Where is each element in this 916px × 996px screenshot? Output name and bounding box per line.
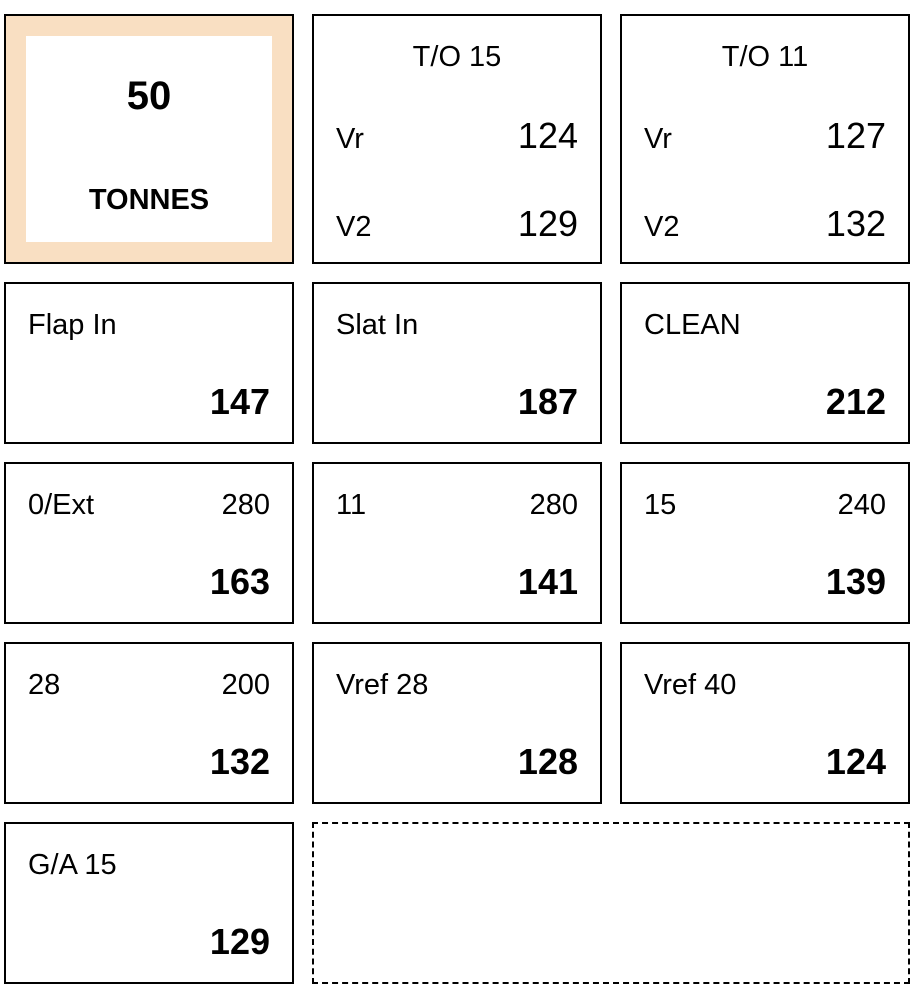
flap-11-value: 141 bbox=[517, 561, 578, 602]
vref-28-label: Vref 28 bbox=[336, 669, 429, 701]
takeoff-11-vr-value: 127 bbox=[825, 115, 886, 156]
flap-15-card: 15 240 139 bbox=[620, 462, 910, 624]
empty-card-slot bbox=[312, 822, 910, 984]
takeoff-15-card: T/O 15 Vr 124 V2 129 bbox=[312, 14, 602, 264]
weight-unit: TONNES bbox=[88, 184, 210, 216]
go-around-15-card: G/A 15 129 bbox=[4, 822, 294, 984]
vref-28-value: 128 bbox=[517, 741, 578, 782]
takeoff-15-vr-value: 124 bbox=[517, 115, 578, 156]
flap-11-label: 11 bbox=[336, 489, 367, 521]
flap-in-value: 147 bbox=[209, 381, 270, 422]
flap-in-label: Flap In bbox=[28, 309, 117, 341]
clean-value: 212 bbox=[825, 381, 886, 422]
slat-in-value: 187 bbox=[517, 381, 578, 422]
takeoff-11-vr-label: Vr bbox=[644, 123, 672, 155]
flap-in-card: Flap In 147 bbox=[4, 282, 294, 444]
takeoff-11-v2-value: 132 bbox=[825, 203, 886, 244]
flap-11-limit: 280 bbox=[529, 489, 578, 521]
takeoff-11-v2-label: V2 bbox=[644, 211, 680, 243]
flap-28-label: 28 bbox=[28, 669, 61, 701]
flap-28-limit: 200 bbox=[221, 669, 270, 701]
go-around-15-label: G/A 15 bbox=[28, 849, 117, 881]
go-around-15-value: 129 bbox=[209, 921, 270, 962]
clean-card: CLEAN 212 bbox=[620, 282, 910, 444]
flap-15-value: 139 bbox=[825, 561, 886, 602]
vref-40-value: 124 bbox=[825, 741, 886, 782]
takeoff-15-v2-value: 129 bbox=[517, 203, 578, 244]
flap-0-ext-value: 163 bbox=[209, 561, 270, 602]
flap-28-card: 28 200 132 bbox=[4, 642, 294, 804]
takeoff-15-v2-label: V2 bbox=[336, 211, 372, 243]
takeoff-11-card: T/O 11 Vr 127 V2 132 bbox=[620, 14, 910, 264]
flap-15-limit: 240 bbox=[837, 489, 886, 521]
weight-value: 50 bbox=[126, 74, 172, 118]
takeoff-15-vr-label: Vr bbox=[336, 123, 364, 155]
flap-0-ext-limit: 280 bbox=[221, 489, 270, 521]
weight-card: 50 TONNES bbox=[4, 14, 294, 264]
clean-label: CLEAN bbox=[644, 309, 741, 341]
flap-0-ext-label: 0/Ext bbox=[28, 489, 95, 521]
vref-28-card: Vref 28 128 bbox=[312, 642, 602, 804]
flap-0-ext-card: 0/Ext 280 163 bbox=[4, 462, 294, 624]
flap-11-card: 11 280 141 bbox=[312, 462, 602, 624]
slat-in-card: Slat In 187 bbox=[312, 282, 602, 444]
flap-15-label: 15 bbox=[644, 489, 677, 521]
takeoff-11-title: T/O 11 bbox=[721, 41, 809, 73]
takeoff-15-title: T/O 15 bbox=[412, 41, 502, 73]
weight-panel: 50 TONNES bbox=[26, 36, 272, 242]
vref-40-label: Vref 40 bbox=[644, 669, 737, 701]
flap-28-value: 132 bbox=[209, 741, 270, 782]
slat-in-label: Slat In bbox=[336, 309, 419, 341]
vref-40-card: Vref 40 124 bbox=[620, 642, 910, 804]
